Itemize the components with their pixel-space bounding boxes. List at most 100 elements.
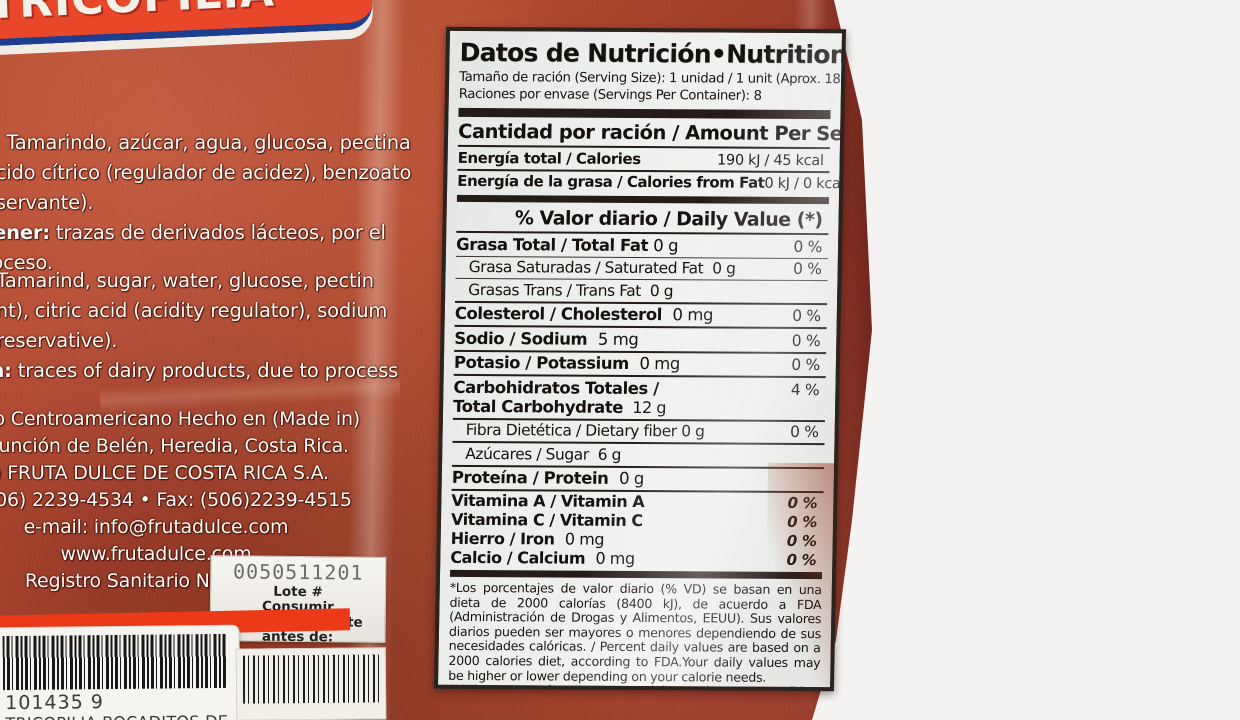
table-row-trans-fat: Grasas Trans / Trans Fat 0 g bbox=[455, 279, 827, 303]
row-value: 190 kJ / 45 kcal bbox=[716, 151, 824, 169]
address-line: cto Centroamericano Hecho en (Made in) bbox=[0, 408, 361, 430]
ingredients-en-line: : Tamarind, sugar, water, glucose, pecti… bbox=[0, 269, 374, 292]
row-label-text: Colesterol / Cholesterol bbox=[454, 303, 663, 325]
row-label-text: Potasio / Potassium bbox=[453, 352, 630, 373]
row-label-text: Calcio / Calcium bbox=[450, 547, 586, 568]
table-row-calcium: Calcio / Calcium 0 mg 0 % bbox=[450, 548, 822, 569]
row-label: Grasa Total / Total Fat 0 g bbox=[456, 234, 678, 254]
row-amount: 12 g bbox=[632, 397, 667, 417]
barcode-sticker-secondary bbox=[235, 647, 387, 720]
address-line: y) FRUTA DULCE DE COSTA RICA S.A. bbox=[0, 462, 329, 484]
table-row-dietary-fiber: Fibra Dietética / Dietary fiber 0 g 0 % bbox=[452, 419, 824, 443]
row-percent: 0 % bbox=[789, 422, 819, 442]
row-amount: 6 g bbox=[597, 445, 622, 464]
footnote-daily-values: *Los porcentajes de valor diario (% VD) … bbox=[448, 579, 822, 685]
table-row-vitamin-c: Vitamina C / Vitamin C 0 % bbox=[451, 510, 823, 531]
row-amount: 0 g bbox=[712, 259, 736, 278]
row-label: Energía de la grasa / Calories from Fat bbox=[457, 171, 765, 192]
row-label-text: Proteína / Protein bbox=[451, 467, 609, 488]
ingredients-es-line: ácido cítrico (regulador de acidez), ben… bbox=[0, 161, 412, 184]
contains-es-label: tener: bbox=[0, 221, 50, 244]
row-amount: 0 mg bbox=[672, 305, 714, 325]
row-percent: 0 % bbox=[787, 512, 818, 532]
row-percent: 0 % bbox=[792, 306, 821, 326]
row-amount: 0 mg bbox=[595, 548, 635, 568]
row-label: Vitamina A / Vitamin A bbox=[451, 491, 644, 511]
address-email: e-mail: info@frutadulce.com bbox=[23, 516, 289, 538]
ingredients-es-line: eservante). bbox=[0, 191, 94, 214]
nutrition-facts-title: Datos de Nutrición•Nutrition Facts bbox=[459, 37, 847, 70]
servings-per-container-line: Raciones por envase (Servings Per Contai… bbox=[458, 86, 762, 104]
row-label-text: Grasas Trans / Trans Fat bbox=[468, 280, 642, 300]
row-label-text: Hierro / Iron bbox=[450, 528, 555, 549]
table-row-calories-from-fat: Energía de la grasa / Calories from Fat … bbox=[457, 170, 844, 194]
contains-en-line: in: traces of dairy products, due to pro… bbox=[0, 356, 398, 386]
row-label-text: Grasa Saturadas / Saturated Fat bbox=[468, 257, 704, 278]
row-percent: 0 % bbox=[786, 550, 817, 570]
brand-logo-text: TRICOPILIA bbox=[0, 0, 276, 29]
barcode-bars-secondary bbox=[242, 654, 382, 704]
row-amount: 0 g bbox=[680, 422, 705, 441]
table-row-sugar: Azúcares / Sugar 6 g bbox=[452, 443, 824, 467]
row-percent: 4 % bbox=[790, 380, 820, 399]
row-amount: 0 g bbox=[618, 468, 645, 489]
divider-thick bbox=[458, 107, 831, 120]
lot-code: 0050511201 bbox=[232, 559, 364, 585]
row-label: Proteína / Protein 0 g bbox=[452, 468, 644, 488]
row-label-line2: Total Carbohydrate bbox=[452, 396, 624, 417]
row-label: Colesterol / Cholesterol 0 mg bbox=[455, 304, 714, 325]
row-label-text: Azúcares / Sugar bbox=[465, 444, 589, 464]
row-amount: 0 mg bbox=[639, 353, 681, 374]
table-row-potassium: Potasio / Potassium 0 mg 0 % bbox=[454, 351, 826, 376]
row-label-line1: Carbohidratos Totales / bbox=[453, 377, 659, 398]
row-label-text: Grasa Total / Total Fat bbox=[455, 234, 649, 255]
vitamins-block: Vitamina A / Vitamin A 0 % Vitamina C / … bbox=[450, 491, 823, 569]
ingredients-en-line: ent), citric acid (acidity regulator), s… bbox=[0, 299, 388, 322]
footnote-block: *Los porcentajes de valor diario (% VD) … bbox=[448, 579, 822, 691]
row-label: Azúcares / Sugar 6 g bbox=[452, 444, 621, 463]
barcode-bars bbox=[2, 633, 228, 691]
address-line: Asunción de Belén, Heredia, Costa Rica. bbox=[0, 435, 349, 457]
row-label: Fibra Dietética / Dietary fiber 0 g bbox=[453, 420, 705, 441]
row-amount: 0 g bbox=[653, 235, 679, 255]
row-label-text: Sodio / Sodium bbox=[454, 328, 588, 349]
row-amount: 5 mg bbox=[597, 329, 639, 349]
barcode-number: 101435 9 bbox=[5, 691, 105, 715]
row-percent: 0 % bbox=[791, 331, 821, 350]
divider-thick bbox=[449, 569, 823, 580]
contains-en-label: in: bbox=[0, 359, 12, 382]
table-row-calories: Energía total / Calories 190 kJ / 45 kca… bbox=[457, 147, 829, 171]
row-label: Carbohidratos Totales / Total Carbohydra… bbox=[453, 377, 667, 416]
table-row-vitamin-a: Vitamina A / Vitamin A 0 % bbox=[451, 491, 823, 512]
table-row-protein: Proteína / Protein 0 g bbox=[452, 466, 824, 491]
barcode-product-name: TRICOPILIA BOCADITOS DE bbox=[5, 712, 228, 720]
row-label-text: Vitamina A / Vitamin A bbox=[451, 490, 645, 512]
table-row-saturated-fat: Grasa Saturadas / Saturated Fat 0 g 0 % bbox=[455, 256, 827, 280]
ingredients-english-block: : Tamarind, sugar, water, glucose, pecti… bbox=[0, 266, 398, 386]
divider-thick bbox=[456, 194, 829, 205]
table-row-iron: Hierro / Iron 0 mg 0 % bbox=[451, 529, 823, 550]
row-label: Grasas Trans / Trans Fat 0 g bbox=[455, 280, 673, 299]
table-row-sodium: Sodio / Sodium 5 mg 0 % bbox=[454, 327, 826, 352]
row-percent: 0 % bbox=[787, 493, 818, 513]
ingredients-spanish-block: s: Tamarindo, azúcar, agua, glucosa, pec… bbox=[0, 128, 411, 278]
table-row-total-carbohydrate: Carbohidratos Totales / Total Carbohydra… bbox=[453, 376, 826, 420]
row-value: 0 kJ / 0 kcal bbox=[764, 175, 845, 193]
row-label: Vitamina C / Vitamin C bbox=[451, 510, 643, 530]
address-line: (506) 2239-4534 • Fax: (506)2239-4515 bbox=[0, 489, 352, 511]
table-row-total-fat: Grasa Total / Total Fat 0 g 0 % bbox=[456, 233, 828, 258]
nutrition-facts-panel: Datos de Nutrición•Nutrition Facts Tamañ… bbox=[433, 26, 847, 692]
row-percent: 0 % bbox=[792, 259, 822, 279]
contains-en-text: traces of dairy products, due to process bbox=[11, 359, 399, 382]
row-label-text: Fibra Dietética / Dietary fiber bbox=[465, 420, 677, 441]
row-label: Calcio / Calcium 0 mg bbox=[450, 548, 635, 568]
row-label: Potasio / Potassium 0 mg bbox=[454, 353, 680, 373]
row-label: Hierro / Iron 0 mg bbox=[451, 529, 605, 549]
table-row-cholesterol: Colesterol / Cholesterol 0 mg 0 % bbox=[455, 302, 827, 327]
contains-es-text: trazas de derivados lácteos, por el bbox=[49, 221, 386, 244]
ingredients-es-line: s: Tamarindo, azúcar, agua, glucosa, pec… bbox=[0, 131, 411, 154]
amount-per-serving-header: Cantidad por ración / Amount Per Serving bbox=[457, 119, 847, 146]
row-label: Energía total / Calories bbox=[457, 148, 641, 168]
daily-value-header: % Valor diario / Daily Value (*) bbox=[514, 207, 823, 232]
